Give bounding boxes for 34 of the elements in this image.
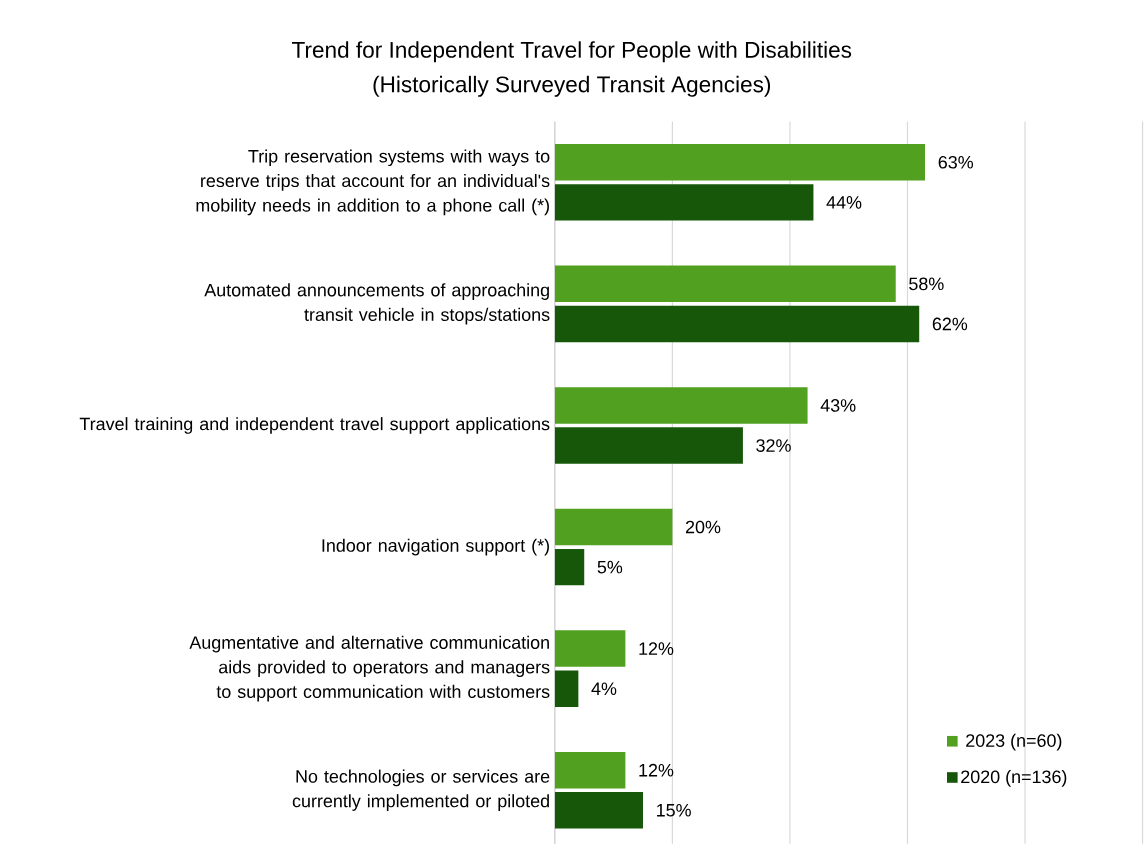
bar (554, 548, 585, 586)
data-label: 15% (657, 804, 691, 817)
y-tick-label: Trip reservation systems with ways to reserve trips that account for an individual's mobility needs in addition to a phone call (*) (196, 149, 550, 216)
bar (554, 387, 808, 424)
bar (554, 630, 626, 667)
data-label: 44% (826, 196, 862, 209)
y-tick-label: Automated announcements of approaching transit vehicle in stops/stations (204, 283, 550, 325)
bar (554, 792, 644, 829)
data-label: 58% (909, 277, 944, 291)
bar (554, 670, 579, 708)
data-label: 20% (685, 520, 721, 534)
bar (554, 427, 743, 464)
data-label: 12% (639, 763, 674, 777)
chart-subtitle: (Historically Surveyed Transit Agencies) (373, 75, 771, 97)
bar (554, 184, 814, 221)
chart-title: Trend for Independent Travel for People with Disabilities (292, 41, 852, 63)
data-label: 32% (756, 439, 791, 452)
bar (554, 305, 920, 343)
y-tick-label: No technologies or services are currently implemented or piloted (292, 769, 550, 811)
y-tick-label: Indoor navigation support (*) (322, 538, 549, 556)
bar (554, 144, 926, 181)
bar (554, 752, 626, 789)
data-label: 5% (597, 560, 623, 574)
bar (554, 265, 896, 303)
legend-label: 2020 (n=136) (961, 770, 1067, 787)
data-label: 62% (932, 317, 968, 331)
data-label: 43% (820, 399, 856, 412)
legend-label: 2023 (n=60) (966, 733, 1062, 751)
y-tick-label: Augmentative and alternative communication aids provided to operators and managers to support communication with customers (189, 635, 550, 702)
bar (554, 508, 673, 546)
y-tick-label: Travel training and independent travel support applications (79, 417, 550, 434)
data-label: 63% (938, 155, 974, 169)
data-label: 4% (591, 682, 617, 696)
data-label: 12% (639, 642, 674, 655)
